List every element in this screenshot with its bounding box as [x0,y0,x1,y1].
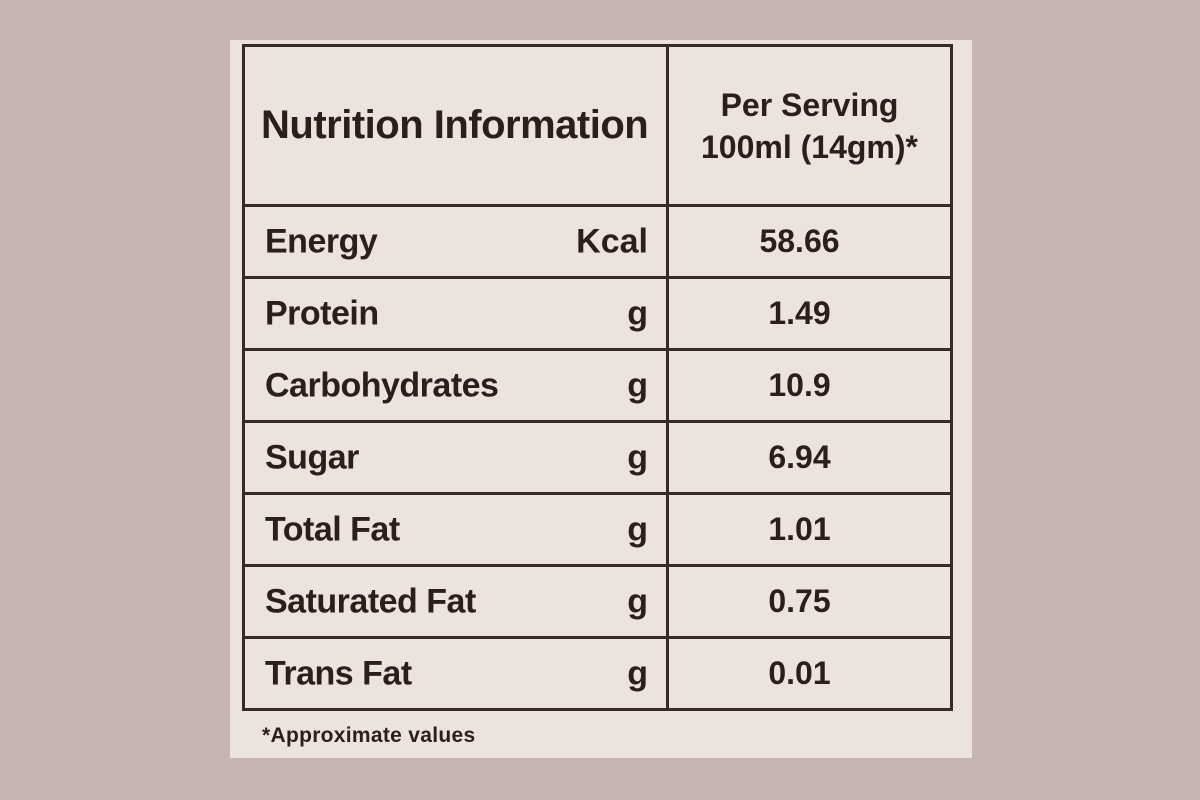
nutrient-name: Sugar [265,438,359,476]
nutrient-value: 58.66 [666,204,953,279]
nutrient-unit: g [627,438,648,476]
nutrient-value: 0.01 [666,636,953,711]
table-row: Total Fat g 1.01 [242,492,953,567]
nutrient-cell: Trans Fat g [242,636,669,711]
table-row: Energy Kcal 58.66 [242,204,953,279]
nutrient-cell: Total Fat g [242,492,669,567]
nutrition-table: Nutrition Information Per Serving 100ml … [242,44,953,711]
footnote: *Approximate values [262,724,476,747]
serving-size-header: Per Serving 100ml (14gm)* [666,44,953,207]
nutrient-cell: Energy Kcal [242,204,669,279]
table-header-row: Nutrition Information Per Serving 100ml … [242,44,953,207]
serving-line-1: Per Serving [720,86,899,123]
table-row: Protein g 1.49 [242,276,953,351]
nutrient-cell: Sugar g [242,420,669,495]
nutrient-value: 1.49 [666,276,953,351]
nutrient-cell: Carbohydrates g [242,348,669,423]
nutrient-name: Energy [265,222,378,260]
nutrient-name: Carbohydrates [265,366,499,404]
table-row: Carbohydrates g 10.9 [242,348,953,423]
nutrient-unit: g [627,366,648,404]
table-title: Nutrition Information [242,44,669,207]
nutrient-unit: Kcal [576,222,648,260]
nutrient-cell: Protein g [242,276,669,351]
nutrient-unit: g [627,510,648,548]
nutrient-name: Trans Fat [265,654,412,692]
nutrient-value: 1.01 [666,492,953,567]
nutrient-name: Protein [265,294,379,332]
nutrient-name: Total Fat [265,510,400,548]
nutrient-unit: g [627,294,648,332]
serving-line-2: 100ml (14gm)* [701,128,918,165]
nutrient-unit: g [627,582,648,620]
nutrient-unit: g [627,654,648,692]
nutrient-value: 0.75 [666,564,953,639]
table-row: Trans Fat g 0.01 [242,636,953,711]
nutrient-cell: Saturated Fat g [242,564,669,639]
nutrient-value: 10.9 [666,348,953,423]
table-row: Sugar g 6.94 [242,420,953,495]
nutrient-value: 6.94 [666,420,953,495]
table-row: Saturated Fat g 0.75 [242,564,953,639]
nutrient-name: Saturated Fat [265,582,476,620]
